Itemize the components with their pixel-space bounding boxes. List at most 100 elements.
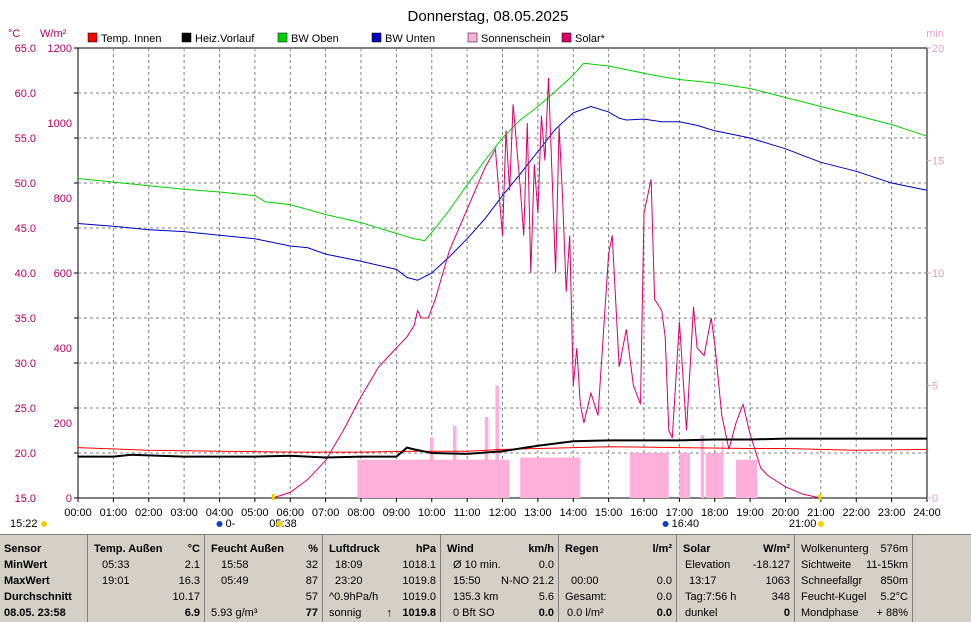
humidity-header: Feucht Außen [211, 543, 284, 555]
legend-swatch [371, 32, 382, 43]
snowline: 850m [880, 575, 908, 587]
wet-bulb-label: Feucht-Kugel [801, 591, 867, 603]
humidity-avg: 57 [305, 591, 318, 603]
sunshine-bar [429, 437, 434, 498]
sun-marker-icon [276, 521, 283, 527]
legend: Temp. Innen Heiz.Vorlauf BW Oben BW Unten So… [87, 32, 606, 45]
y-tick-label-temp: 30.0 [15, 358, 36, 370]
x-tick-label: 06:00 [276, 507, 304, 519]
y-tick-label-sun: 10 [932, 268, 944, 280]
temp-avg: 10.17 [172, 591, 200, 603]
wind-header: Wind [447, 543, 474, 555]
sun-marker-icon [817, 521, 824, 527]
chart-svg: Donnerstag, 08.05.2025 °C W/m² min 00:00… [8, 8, 944, 530]
x-tick-label: 13:00 [524, 507, 552, 519]
legend-label: BW Oben [291, 33, 339, 45]
x-tick-label: 10:00 [418, 507, 446, 519]
temp-min: 2.1 [184, 559, 200, 571]
sunshine-bar [484, 417, 489, 498]
y-tick-label-solar: 1000 [48, 118, 72, 130]
temp-header: Temp. Außen [94, 543, 163, 555]
rain-header: Regen [565, 543, 599, 555]
x-tick-label: 04:00 [206, 507, 234, 519]
sunshine-bar [452, 426, 457, 498]
y-tick-label-solar: 200 [54, 418, 72, 430]
y-tick-label-temp: 55.0 [15, 133, 36, 145]
min-label: MinWert [4, 559, 48, 571]
temp-unit: °C [187, 543, 200, 555]
solar-day-value: 348 [771, 591, 790, 603]
y-tick-label-solar: 400 [54, 343, 72, 355]
x-tick-label: 07:00 [312, 507, 340, 519]
pressure-min-time: 18:09 [335, 559, 363, 571]
sensor-header: Sensor [4, 543, 42, 555]
x-tick-label: 01:00 [100, 507, 128, 519]
legend-swatch [561, 32, 572, 43]
y-tick-label-solar: 600 [54, 268, 72, 280]
pressure-max-time: 23:20 [335, 575, 363, 587]
rain-column: Regen l/m² 00:00 0.0 Gesamt: 0.0 0.0 l/m² 0.… [559, 535, 677, 622]
legend-label: Solar* [575, 33, 606, 45]
sunshine-bar [679, 453, 690, 498]
moon-phase-label: Mondphase [801, 607, 859, 619]
visibility: 11-15km [866, 559, 908, 571]
x-tick-label: 09:00 [383, 507, 411, 519]
rain-unit: l/m² [652, 543, 672, 555]
legend-swatch [277, 32, 288, 43]
wind-avg10: 0.0 [538, 559, 554, 571]
sunshine-bar [735, 459, 758, 498]
cloud-base-label: Wolkenunterg [801, 543, 869, 555]
sunshine-bar [629, 453, 669, 498]
legend-label: Sonnenschein [481, 33, 551, 45]
humidity-unit: % [308, 543, 318, 555]
y-right-unit: min [926, 28, 944, 40]
y-tick-label-solar: 800 [54, 193, 72, 205]
noon-marker-label: 15:22 [10, 518, 38, 530]
blank-column [913, 535, 971, 622]
sunshine-bar [721, 441, 724, 498]
legend-label: Heiz.Vorlauf [195, 33, 255, 45]
moon-phase: + 88% [876, 607, 909, 619]
sun-marker-icon [216, 521, 223, 527]
y-tick-label-sun: 0 [932, 493, 938, 505]
wind-max: 21.2 [532, 575, 554, 587]
humidity-column: Feucht Außen% 15:58 32 05:49 87 57 5.93 g/… [205, 535, 323, 622]
solar-current: 0 [783, 607, 790, 619]
wind-column: Wind km/h Ø 10 min. 0.0 15:50 N-NO 21.2 135.… [441, 535, 559, 622]
pressure-header: Luftdruck [329, 543, 380, 555]
rain-time-value: 0.0 [656, 575, 672, 587]
wind-beaufort: 0 Bft SO [453, 607, 495, 619]
wind-current: 0.0 [538, 607, 554, 619]
series-line-bw-unten [77, 105, 928, 281]
sunshine-bar [357, 459, 430, 498]
series-line-solar [272, 77, 822, 499]
y-left-unit-solar: W/m² [40, 28, 67, 40]
temp-column: Temp. Außen °C 05:33 2.1 19:01 16.3 10.17 6… [88, 535, 205, 622]
x-tick-label: 18:00 [701, 507, 729, 519]
y-tick-label-temp: 15.0 [15, 493, 36, 505]
x-tick-label: 22:00 [842, 507, 870, 519]
humidity-max-time: 05:49 [221, 575, 249, 587]
extra-column: Wolkenunterg 576m Sichtweite 11-15km Schne… [795, 535, 913, 622]
rain-total-label: Gesamt: [565, 591, 607, 603]
sensor-column: Sensor MinWert MaxWert Durchschnitt 08.0… [0, 535, 88, 622]
x-tick-label: 11:00 [454, 507, 481, 519]
solar-state: dunkel [685, 607, 718, 619]
wet-bulb: 5.2°C [880, 591, 908, 603]
y-left-unit-temp: °C [8, 28, 20, 40]
pressure-unit: hPa [415, 543, 436, 555]
temp-max-time: 19:01 [102, 575, 130, 587]
y-tick-label-temp: 35.0 [15, 313, 36, 325]
pressure-trend: ^0.9hPa/h [329, 591, 379, 603]
y-tick-label-temp: 50.0 [15, 178, 36, 190]
dusk-marker-label: 21:00 [789, 518, 817, 530]
legend-swatch [87, 32, 98, 43]
series-line-heiz-vorlauf [78, 437, 927, 459]
sunshine-bar [520, 457, 581, 498]
rain-current: 0.0 [656, 607, 672, 619]
x-tick-label: 03:00 [170, 507, 198, 519]
wind-max-time: 15:50 [453, 575, 481, 587]
rain-time: 00:00 [571, 575, 599, 587]
legend-swatch [467, 32, 478, 43]
solar-column: Solar W/m² Elevation -18.127 13:17 1063 Tag… [677, 535, 795, 622]
